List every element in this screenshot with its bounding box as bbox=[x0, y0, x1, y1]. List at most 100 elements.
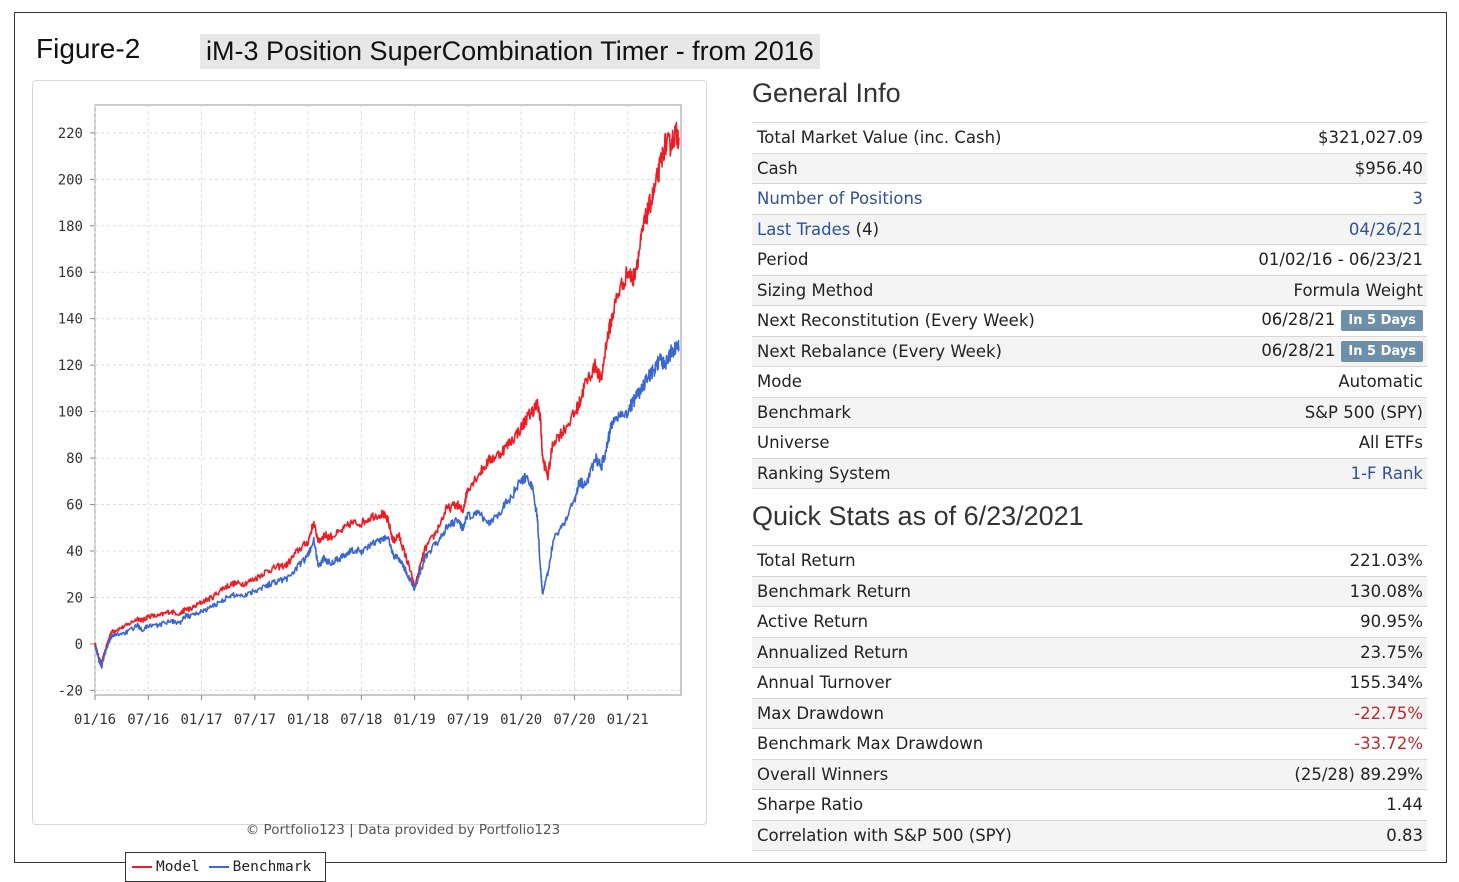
y-tick-label: 40 bbox=[66, 544, 83, 560]
quick-stats-value: 155.34% bbox=[1349, 673, 1423, 693]
general-info-label-cell: Benchmark bbox=[752, 396, 1173, 428]
general-info-row: Next Reconstitution (Every Week) 06/28/21… bbox=[752, 305, 1427, 336]
x-tick-label: 07/18 bbox=[340, 712, 382, 728]
quick-stats-label-cell: Annual Turnover bbox=[752, 667, 1196, 698]
y-tick-label: -20 bbox=[58, 683, 83, 699]
general-info-value-cell: All ETFs bbox=[1172, 427, 1427, 458]
y-tick-label: 20 bbox=[66, 590, 83, 606]
status-badge: In 5 Days bbox=[1341, 340, 1423, 362]
status-badge: In 5 Days bbox=[1341, 310, 1423, 332]
general-info-value-cell: 06/28/21 In 5 Days bbox=[1172, 335, 1427, 367]
quick-stats-table: Total Return 221.03% Benchmark Return 130.0… bbox=[752, 545, 1427, 851]
quick-stats-value-cell: 0.83 bbox=[1195, 819, 1427, 851]
quick-stats-value: 90.95% bbox=[1360, 612, 1423, 632]
general-info-value: 06/28/21 bbox=[1261, 340, 1336, 360]
y-tick-label: 120 bbox=[58, 358, 83, 374]
y-tick-label: 180 bbox=[58, 219, 83, 235]
general-info-value-cell: $321,027.09 bbox=[1172, 122, 1427, 153]
series-line-model bbox=[94, 121, 680, 666]
general-info-row: Period 01/02/16 - 06/23/21 bbox=[752, 244, 1427, 275]
quick-stats-label-cell: Active Return bbox=[752, 606, 1196, 637]
quick-stats-label: Max Drawdown bbox=[757, 703, 884, 723]
x-tick-label: 01/19 bbox=[394, 712, 436, 728]
quick-stats-label: Overall Winners bbox=[757, 764, 889, 784]
quick-stats-value-cell: -22.75% bbox=[1195, 697, 1427, 729]
general-info-label: Ranking System bbox=[757, 463, 891, 483]
general-info-row: Sizing Method Formula Weight bbox=[752, 274, 1427, 306]
quick-stats-label-cell: Max Drawdown bbox=[752, 697, 1196, 729]
y-tick-label: 160 bbox=[58, 265, 83, 281]
general-info-value[interactable]: 1-F Rank bbox=[1350, 463, 1423, 483]
general-info-value[interactable]: 04/26/21 bbox=[1348, 219, 1423, 239]
quick-stats-row: Max Drawdown -22.75% bbox=[752, 697, 1427, 729]
quick-stats-label-cell: Correlation with S&P 500 (SPY) bbox=[752, 819, 1196, 851]
general-info-label-cell: Next Reconstitution (Every Week) bbox=[752, 305, 1173, 336]
general-info-label-cell: Mode bbox=[752, 366, 1173, 397]
series-line-benchmark bbox=[94, 339, 680, 669]
quick-stats-row: Annualized Return 23.75% bbox=[752, 636, 1427, 668]
y-tick-label: 140 bbox=[58, 312, 83, 328]
quick-stats-label: Benchmark Max Drawdown bbox=[757, 734, 984, 754]
plot-area bbox=[94, 104, 682, 696]
general-info-row: Number of Positions 3 bbox=[752, 183, 1427, 214]
general-info-value-cell: S&P 500 (SPY) bbox=[1172, 396, 1427, 428]
general-info-value-cell: Automatic bbox=[1172, 366, 1427, 397]
quick-stats-label: Total Return bbox=[757, 551, 856, 571]
quick-stats-row: Correlation with S&P 500 (SPY) 0.83 bbox=[752, 819, 1427, 851]
general-info-value-cell: Formula Weight bbox=[1172, 274, 1427, 306]
general-info-label-cell: Sizing Method bbox=[752, 274, 1173, 306]
general-info-heading: General Info bbox=[752, 78, 901, 108]
general-info-label[interactable]: Number of Positions bbox=[757, 189, 923, 209]
general-info-label: Next Rebalance (Every Week) bbox=[757, 341, 1002, 361]
quick-stats-value: (25/28) 89.29% bbox=[1294, 764, 1423, 784]
general-info-value-cell: 1-F Rank bbox=[1172, 457, 1427, 489]
info-panel: General Info Total Market Value (inc. Ca… bbox=[752, 78, 1427, 851]
general-info-value-cell: 01/02/16 - 06/23/21 bbox=[1172, 244, 1427, 275]
general-info-table: Total Market Value (inc. Cash) $321,027.0… bbox=[752, 122, 1427, 489]
figure-label: Figure-2 bbox=[36, 33, 141, 64]
general-info-value-cell: 04/26/21 bbox=[1172, 213, 1427, 245]
general-info-row: Last Trades (4) 04/26/21 bbox=[752, 213, 1427, 245]
general-info-label-cell: Ranking System bbox=[752, 457, 1173, 489]
x-tick-label: 07/16 bbox=[127, 712, 169, 728]
quick-stats-value: -33.72% bbox=[1354, 734, 1423, 754]
general-info-row: Universe All ETFs bbox=[752, 427, 1427, 458]
quick-stats-value: 23.75% bbox=[1360, 642, 1423, 662]
general-info-label-count: (4) bbox=[850, 219, 880, 239]
general-info-label-cell: Last Trades (4) bbox=[752, 213, 1173, 245]
general-info-value: All ETFs bbox=[1358, 433, 1423, 453]
quick-stats-value-cell: (25/28) 89.29% bbox=[1195, 758, 1427, 790]
quick-stats-label-cell: Benchmark Max Drawdown bbox=[752, 728, 1196, 759]
general-info-label-cell: Cash bbox=[752, 152, 1173, 184]
legend-item-benchmark: Benchmark bbox=[208, 859, 312, 875]
quick-stats-label: Annualized Return bbox=[757, 642, 909, 662]
chart-legend: Model Benchmark bbox=[125, 852, 326, 882]
general-info-value: 01/02/16 - 06/23/21 bbox=[1258, 250, 1423, 270]
general-info-value: $321,027.09 bbox=[1318, 128, 1423, 148]
quick-stats-row: Sharpe Ratio 1.44 bbox=[752, 789, 1427, 820]
performance-chart: -20 0 20 40 60 80 100 120 140 160 180 200 220 01/16 07… bbox=[58, 104, 682, 728]
y-tick-label: 80 bbox=[66, 451, 83, 467]
general-info-label: Mode bbox=[757, 372, 802, 392]
x-tick-label: 07/20 bbox=[553, 712, 595, 728]
quick-stats-row: Annual Turnover 155.34% bbox=[752, 667, 1427, 698]
legend-label-benchmark: Benchmark bbox=[232, 859, 312, 875]
general-info-label-cell: Period bbox=[752, 244, 1173, 275]
quick-stats-label-cell: Sharpe Ratio bbox=[752, 789, 1196, 820]
quick-stats-row: Overall Winners (25/28) 89.29% bbox=[752, 758, 1427, 790]
x-tick-label: 01/21 bbox=[607, 712, 649, 728]
quick-stats-value: -22.75% bbox=[1354, 703, 1423, 723]
general-info-row: Benchmark S&P 500 (SPY) bbox=[752, 396, 1427, 428]
general-info-label[interactable]: Last Trades bbox=[757, 219, 851, 239]
quick-stats-value-cell: 23.75% bbox=[1195, 636, 1427, 668]
quick-stats-label-cell: Annualized Return bbox=[752, 636, 1196, 668]
quick-stats-value: 130.08% bbox=[1349, 581, 1423, 601]
chart-panel: -20 0 20 40 60 80 100 120 140 160 180 200 220 01/16 07… bbox=[32, 80, 707, 882]
general-info-value: $956.40 bbox=[1354, 158, 1423, 178]
general-info-value-cell: 06/28/21 In 5 Days bbox=[1172, 305, 1427, 336]
general-info-row: Cash $956.40 bbox=[752, 152, 1427, 184]
legend-label-model: Model bbox=[156, 859, 200, 875]
general-info-row: Ranking System 1-F Rank bbox=[752, 457, 1427, 489]
general-info-value[interactable]: 3 bbox=[1412, 189, 1424, 209]
general-info-value: Automatic bbox=[1338, 372, 1423, 392]
